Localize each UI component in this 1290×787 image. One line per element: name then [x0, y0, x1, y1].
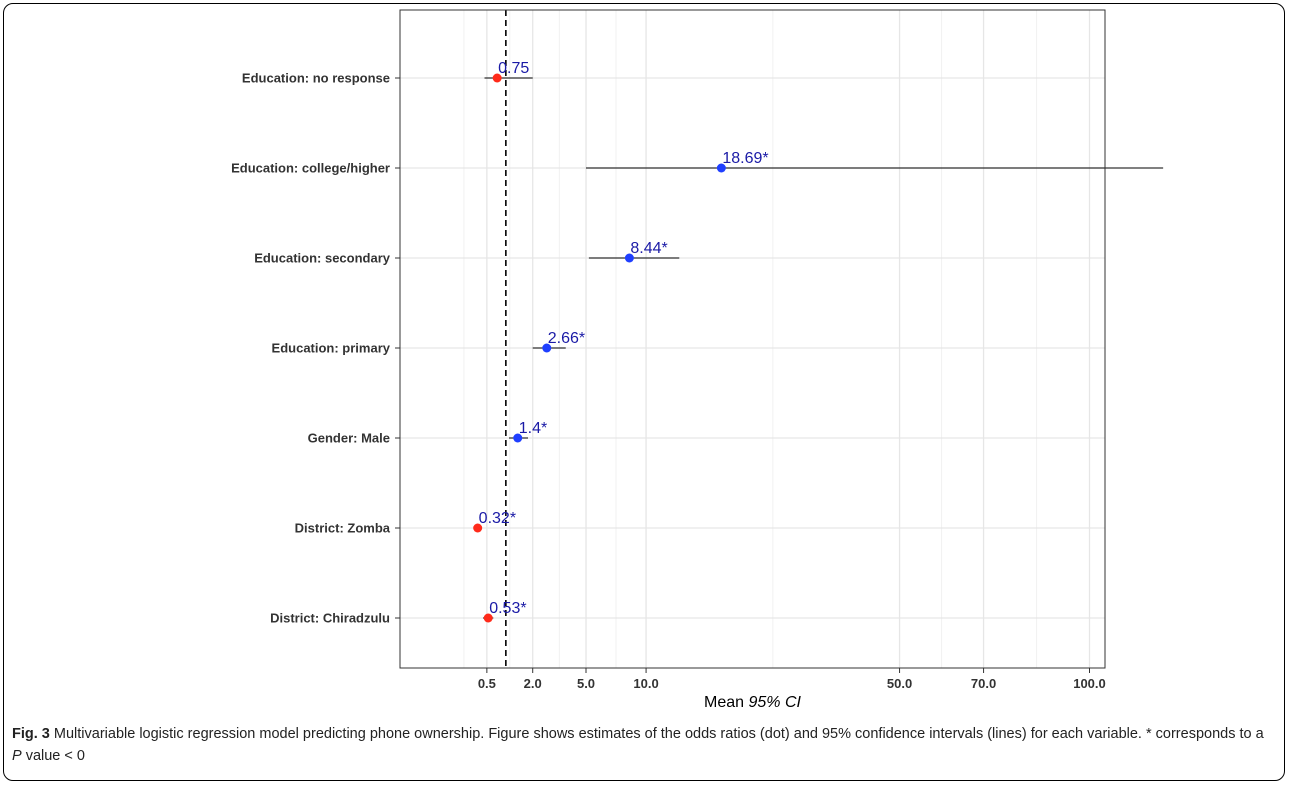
x-axis-tick-label: 70.0	[971, 676, 996, 691]
estimate-point	[542, 343, 552, 353]
y-axis-label: Education: secondary	[254, 251, 391, 266]
estimate-label: 0.53*	[489, 600, 526, 617]
estimate-points	[473, 73, 726, 623]
x-axis-tick-label: 2.0	[524, 676, 542, 691]
y-axis-labels: Education: no response Education: college…	[231, 71, 400, 626]
caption-text-1: Multivariable logistic regression model …	[49, 726, 1264, 742]
caption-text-2: value < 0	[21, 748, 85, 764]
estimate-label: 0.75	[498, 60, 529, 77]
y-axis-label: Education: college/higher	[231, 161, 390, 176]
estimate-point	[483, 613, 493, 623]
estimate-point	[716, 163, 726, 173]
forest-plot: 0.75 18.69* 8.44* 2.66* 1.4* 0.32* 0.53* Educa…	[231, 9, 1164, 711]
x-axis-tick-label: 100.0	[1073, 676, 1106, 691]
y-axis-label: Gender: Male	[308, 431, 390, 446]
x-axis-title-prefix: Mean	[704, 694, 748, 711]
x-axis-title: Mean 95% CI	[704, 694, 801, 711]
estimate-point	[473, 523, 483, 533]
x-axis-tick-label: 5.0	[577, 676, 595, 691]
estimate-labels: 0.75 18.69* 8.44* 2.66* 1.4* 0.32* 0.53*	[479, 60, 769, 617]
x-axis-title-italic: 95% CI	[749, 694, 802, 711]
x-axis-tick-label: 50.0	[887, 676, 912, 691]
plot-panel	[399, 9, 1106, 669]
estimate-label: 8.44*	[630, 240, 667, 257]
x-axis-ticks: 0.5 2.0 5.0 10.0 50.0 70.0 100.0	[478, 668, 1106, 691]
estimate-label: 2.66*	[548, 330, 585, 347]
figure-frame	[3, 3, 1285, 781]
y-axis-label: District: Chiradzulu	[270, 611, 390, 626]
caption-fig-label: Fig. 3	[12, 726, 50, 742]
estimate-point	[513, 433, 523, 443]
estimate-label: 0.32*	[479, 510, 516, 527]
estimate-point	[624, 253, 634, 263]
x-axis-tick-label: 10.0	[633, 676, 658, 691]
x-axis-tick-label: 0.5	[478, 676, 496, 691]
y-axis-label: Education: primary	[272, 341, 391, 356]
estimate-label: 1.4*	[519, 420, 547, 437]
caption-p-italic: P	[12, 748, 22, 764]
grid-major	[400, 10, 1105, 668]
figure-caption: Fig. 3 Multivariable logistic regression…	[12, 723, 1272, 767]
y-axis-label: District: Zomba	[295, 521, 391, 536]
y-axis-label: Education: no response	[242, 71, 390, 86]
estimate-label: 18.69*	[722, 150, 768, 167]
grid-minor	[463, 10, 1038, 668]
estimate-point	[492, 73, 502, 83]
